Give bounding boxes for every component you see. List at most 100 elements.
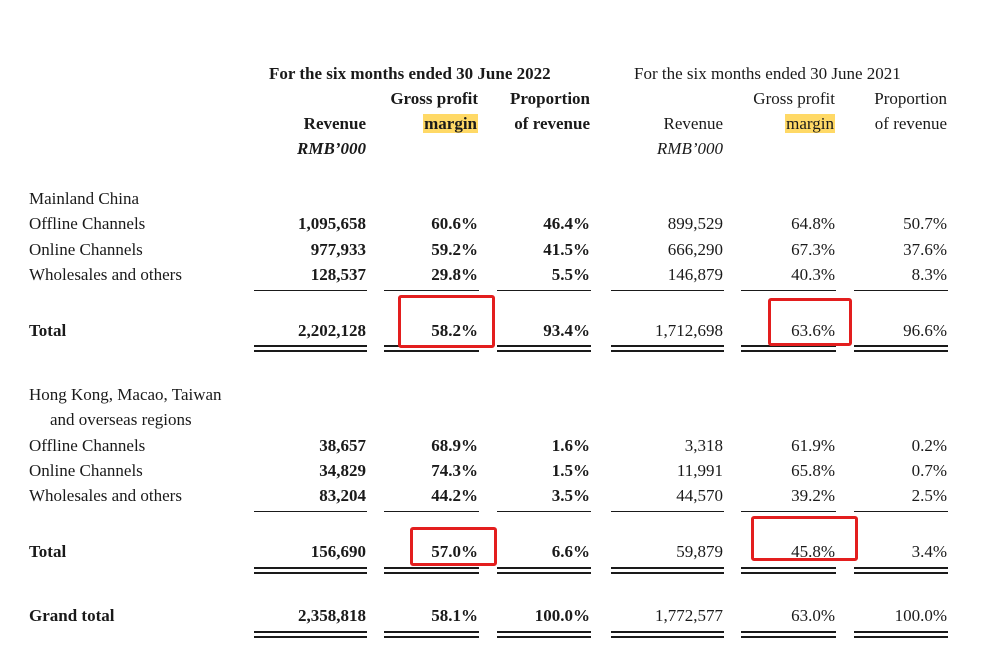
cell-revenue-2021: 3,318 <box>684 436 723 455</box>
unit-2022-header: RMB’000 <box>297 139 366 158</box>
cell-revenue-2021: 899,529 <box>667 214 723 233</box>
total-double-rule <box>384 572 479 574</box>
row-label: Wholesales and others <box>29 486 182 505</box>
subtotal-rule <box>254 511 367 512</box>
prop-2021-header-line1: Proportion <box>874 89 947 108</box>
cell-prop-2022: 5.5% <box>551 265 590 284</box>
cell-gpm-2022: 58.2% <box>431 321 478 340</box>
cell-gpm-2022: 58.1% <box>431 606 478 625</box>
section-title-overseas: Hong Kong, Macao, Taiwan <box>29 385 222 404</box>
cell-prop-2021: 2.5% <box>911 486 947 505</box>
cell-revenue-2022: 977,933 <box>310 240 366 259</box>
subtotal-rule <box>854 511 948 512</box>
subtotal-rule <box>497 290 591 291</box>
cell-gpm-2021: 65.8% <box>791 461 835 480</box>
cell-prop-2021: 0.2% <box>911 436 947 455</box>
total-double-rule <box>741 572 836 574</box>
subtotal-rule <box>611 290 724 291</box>
section-title-mainland: Mainland China <box>29 189 140 208</box>
cell-prop-2022: 6.6% <box>551 542 590 561</box>
subtotal-rule <box>384 290 479 291</box>
margin-highlight: margin <box>423 114 478 133</box>
grand-total-double-rule <box>611 631 724 633</box>
grand-total-double-rule <box>384 631 479 633</box>
cell-revenue-2022: 128,537 <box>310 265 366 284</box>
cell-gpm-2021: 39.2% <box>791 486 835 505</box>
cell-prop-2021: 37.6% <box>903 240 947 259</box>
subtotal-rule <box>741 290 836 291</box>
cell-gpm-2021: 67.3% <box>791 240 835 259</box>
cell-revenue-2022: 156,690 <box>310 542 366 561</box>
cell-gpm-2021: 40.3% <box>791 265 835 284</box>
grand-total-double-rule <box>254 636 367 638</box>
cell-prop-2021: 96.6% <box>903 321 947 340</box>
cell-prop-2022: 3.5% <box>551 486 590 505</box>
cell-gpm-2021: 64.8% <box>791 214 835 233</box>
grand-total-double-rule <box>497 631 591 633</box>
gpm-2022-header-line2: margin <box>423 114 478 134</box>
cell-revenue-2021: 59,879 <box>676 542 723 561</box>
total-double-rule <box>254 567 367 569</box>
cell-revenue-2021: 666,290 <box>667 240 723 259</box>
grand-total-double-rule <box>384 636 479 638</box>
grand-total-double-rule <box>854 631 948 633</box>
prop-2022-header-line2: of revenue <box>514 114 590 133</box>
total-double-rule <box>741 350 836 352</box>
grand-total-double-rule <box>497 636 591 638</box>
annotation-box-mainland-gpm-2022 <box>398 295 495 348</box>
cell-revenue-2022: 38,657 <box>319 436 366 455</box>
section-title-overseas-line2: and overseas regions <box>50 410 192 429</box>
cell-gpm-2022: 57.0% <box>431 542 478 561</box>
total-label: Total <box>29 321 67 340</box>
revenue-2022-header: Revenue <box>303 114 366 133</box>
grand-total-double-rule <box>611 636 724 638</box>
cell-prop-2021: 3.4% <box>911 542 947 561</box>
cell-prop-2022: 1.6% <box>551 436 590 455</box>
cell-prop-2021: 0.7% <box>911 461 947 480</box>
cell-revenue-2021: 1,712,698 <box>655 321 723 340</box>
subtotal-rule <box>497 511 591 512</box>
prop-2021-header-line2: of revenue <box>874 114 947 133</box>
total-double-rule <box>854 567 948 569</box>
subtotal-rule <box>854 290 948 291</box>
row-label: Offline Channels <box>29 436 146 455</box>
subtotal-rule <box>384 511 479 512</box>
prop-2022-header-line1: Proportion <box>510 89 590 108</box>
cell-gpm-2022: 29.8% <box>431 265 478 284</box>
total-double-rule <box>254 345 367 347</box>
total-double-rule <box>254 572 367 574</box>
subtotal-rule <box>254 290 367 291</box>
total-double-rule <box>611 350 724 352</box>
row-label: Offline Channels <box>29 214 146 233</box>
margin-highlight: margin <box>785 114 835 133</box>
subtotal-rule <box>611 511 724 512</box>
gpm-2021-header-line1: Gross profit <box>753 89 835 108</box>
row-label: Online Channels <box>29 461 143 480</box>
total-double-rule <box>384 350 479 352</box>
cell-revenue-2022: 2,358,818 <box>298 606 366 625</box>
total-double-rule <box>741 345 836 347</box>
grand-total-double-rule <box>854 636 948 638</box>
grand-total-double-rule <box>254 631 367 633</box>
cell-prop-2022: 93.4% <box>543 321 590 340</box>
revenue-2021-header: Revenue <box>663 114 723 133</box>
cell-revenue-2022: 83,204 <box>319 486 366 505</box>
subtotal-rule <box>741 511 836 512</box>
cell-prop-2021: 50.7% <box>903 214 947 233</box>
total-label: Total <box>29 542 67 561</box>
total-double-rule <box>611 572 724 574</box>
cell-revenue-2022: 2,202,128 <box>298 321 366 340</box>
row-label: Online Channels <box>29 240 143 259</box>
cell-revenue-2021: 1,772,577 <box>655 606 723 625</box>
cell-prop-2022: 100.0% <box>534 606 590 625</box>
total-double-rule <box>497 567 591 569</box>
annotation-box-mainland-gpm-2021 <box>768 298 852 346</box>
cell-gpm-2022: 74.3% <box>431 461 478 480</box>
total-double-rule <box>611 345 724 347</box>
cell-gpm-2022: 44.2% <box>431 486 478 505</box>
grand-total-double-rule <box>741 636 836 638</box>
cell-gpm-2021: 63.6% <box>791 321 835 340</box>
cell-gpm-2022: 60.6% <box>431 214 478 233</box>
grand-total-label: Grand total <box>29 606 115 625</box>
cell-gpm-2022: 68.9% <box>431 436 478 455</box>
